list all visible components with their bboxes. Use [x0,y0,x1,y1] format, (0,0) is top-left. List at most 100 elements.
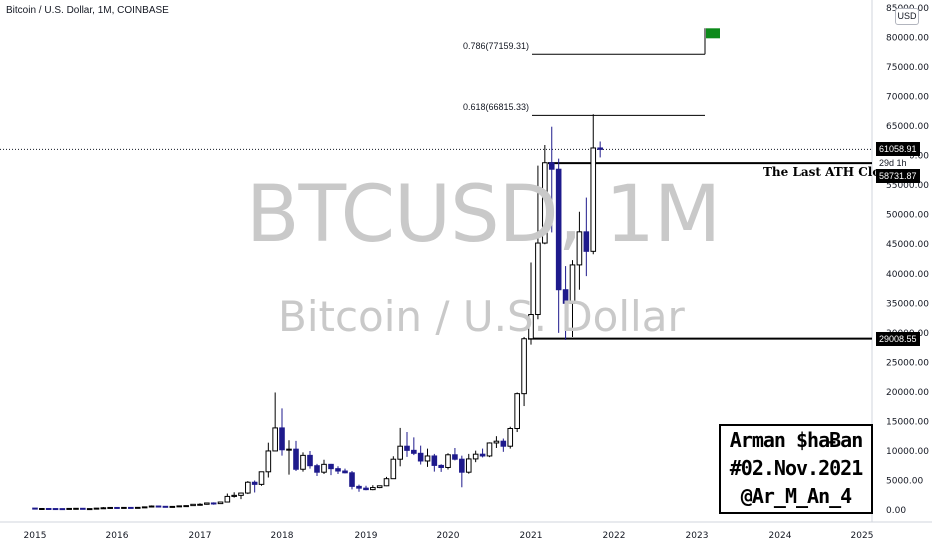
candle-body [424,455,431,462]
candle-body [438,464,444,468]
candle-body [190,503,196,507]
y-tick-label: 50000.00 [886,211,929,221]
x-tick-label: 2024 [769,531,792,541]
candle-body [121,506,127,509]
candle-body [500,440,507,447]
candle-body [148,505,155,508]
x-tick-label: 2015 [24,531,47,541]
candle-body [390,458,397,480]
y-tick-label: 40000.00 [886,270,929,280]
candle-body [569,264,576,304]
signature-author: Arman $haɃan [729,428,864,452]
candle-body [272,427,278,452]
candle-body [45,507,52,510]
candle-body [141,506,148,509]
candle-body [176,505,183,508]
candle-body [349,472,355,487]
candle-body [258,471,265,485]
y-tick-label: 20000.00 [886,388,929,398]
candle-body [542,162,548,244]
y-tick-label: 45000.00 [886,240,929,250]
x-tick-label: 2025 [851,531,874,541]
candle-body [231,494,237,497]
candle-body [479,453,486,457]
candle-body [528,314,534,340]
signature-date: #02.Nov.2021 [729,456,864,480]
candle-body [514,393,520,429]
candle-body [197,503,203,506]
candle-body [217,501,224,505]
fib-786-label: 0.786(77159.31) [463,41,530,51]
signature-handle: @Ar_M_An_4 [740,484,852,508]
candle-body [493,440,500,444]
candle-body [86,508,93,511]
candle-body [162,505,169,508]
signature-box: Arman $haɃan #02.Nov.2021 @Ar_M_An_4 [719,424,873,514]
y-tick-label: 10000.00 [886,447,929,457]
candle-body [404,445,410,451]
ath-close-label: The Last ATH Close [763,165,895,179]
candle-body [155,505,162,508]
watermark-ticker: BTCUSD, 1M [246,170,721,260]
candle-body [32,507,38,510]
candle-body [265,450,272,473]
y-tick-label: 70000.00 [886,93,929,103]
candle-body [356,485,362,489]
y-tick-label: 25000.00 [886,358,929,368]
candle-body [251,481,258,485]
x-tick-label: 2019 [355,531,378,541]
candle-body [204,502,210,505]
x-tick-label: 2020 [437,531,460,541]
countdown-tag: 29d 1h [876,156,910,170]
candle-body [238,492,244,496]
candle-body [80,507,86,510]
candle-body [321,463,327,473]
candle-body [548,162,555,170]
candle-body [590,147,597,252]
candle-body [134,506,141,509]
candle-body [417,452,424,462]
candle-body [73,507,79,510]
candle-body [562,289,569,304]
candle-body [169,505,176,508]
candle-body [183,505,189,508]
candle-body [328,463,334,470]
candle-body [52,508,59,511]
candle-body [39,507,45,510]
ath-close-price-tag: 58731.87 [876,169,920,183]
candle-body [363,487,369,491]
x-tick-label: 2023 [686,531,709,541]
candle-body [431,455,438,466]
last-price-tag: 61058.91 [876,142,920,156]
candle-body [342,470,348,474]
y-tick-label: 65000.00 [886,122,929,132]
candle-body [114,506,120,509]
candle-body [445,454,451,468]
symbol-title[interactable]: Bitcoin / U.S. Dollar, 1M, COINBASE [6,5,169,16]
candle-body [597,147,603,150]
candle-body [307,454,313,467]
candle-body [314,465,320,473]
candle-body [383,478,390,487]
candle-body [507,427,514,447]
y-tick-label: 5000.00 [886,476,923,486]
y-tick-label: 80000.00 [886,34,929,44]
candle-body [472,453,479,460]
candle-body [535,242,541,316]
currency-badge[interactable]: USD [895,8,919,25]
candle-body [576,231,583,266]
candle-body [486,442,493,457]
candle-body [555,168,562,291]
candle-body [293,448,299,470]
candle-body [459,458,465,473]
flag-icon [706,28,720,39]
candle-body [452,454,458,460]
candle-body [300,454,306,470]
x-tick-label: 2022 [603,531,626,541]
candle-body [335,468,341,472]
candle-body [224,495,231,503]
candle-body [583,231,590,252]
candle-body [465,458,472,473]
candle-body [279,427,285,451]
x-tick-label: 2016 [106,531,129,541]
